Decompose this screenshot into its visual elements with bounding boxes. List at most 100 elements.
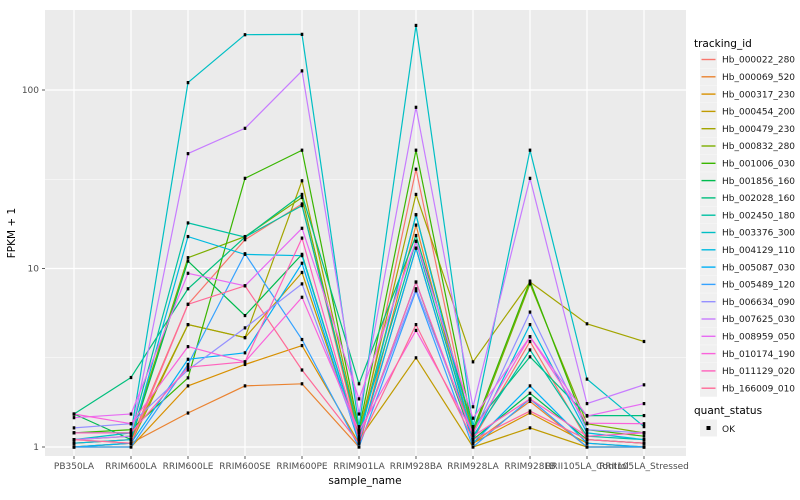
- data-point: [129, 438, 133, 442]
- data-point: [414, 233, 418, 238]
- data-point: [414, 322, 418, 327]
- data-point: [300, 254, 304, 258]
- data-point: [243, 326, 247, 330]
- data-point: [414, 287, 418, 291]
- data-point: [300, 236, 304, 240]
- data-point: [243, 252, 247, 256]
- data-point: [243, 362, 247, 367]
- legend-label: Hb_003376_300: [722, 229, 795, 239]
- data-point: [72, 426, 76, 430]
- legend-label: Hb_007625_030: [722, 315, 795, 325]
- data-point: [642, 413, 646, 418]
- data-point: [72, 441, 76, 445]
- data-point: [414, 328, 418, 333]
- data-point: [72, 412, 76, 416]
- data-point: [186, 322, 190, 327]
- x-tick-label: RRIM600LA: [105, 462, 157, 472]
- data-point: [471, 431, 475, 435]
- data-point: [471, 416, 475, 420]
- x-tick-label: RRII105LA_Stressed: [599, 462, 689, 472]
- data-point: [642, 383, 646, 387]
- data-point: [243, 235, 247, 239]
- data-point: [585, 428, 589, 432]
- series-points-Hb_011129_020: [72, 236, 646, 442]
- data-point: [186, 234, 190, 239]
- data-point: [414, 223, 418, 227]
- legend-entry: Hb_001006_030: [700, 154, 795, 172]
- legend-label: Hb_002028_160: [722, 194, 795, 204]
- data-point: [300, 382, 304, 386]
- data-point: [186, 362, 190, 367]
- quant-legend-title: quant_status: [694, 405, 762, 417]
- legend-entry: Hb_000454_200: [700, 102, 795, 120]
- data-point: [186, 368, 190, 372]
- data-point: [528, 409, 532, 413]
- legend-entry: Hb_002028_160: [700, 189, 795, 207]
- data-point: [585, 445, 589, 449]
- data-point: [300, 32, 304, 36]
- legend-entry: Hb_008959_050: [700, 327, 795, 345]
- data-point: [72, 416, 76, 420]
- legend-entry: Hb_005489_120: [700, 275, 795, 293]
- data-point: [642, 445, 646, 449]
- data-point: [129, 434, 133, 438]
- data-point: [585, 377, 589, 381]
- x-tick-label: PB350LA: [54, 462, 95, 472]
- data-point: [642, 339, 646, 344]
- data-point: [129, 441, 133, 445]
- data-point: [300, 295, 304, 299]
- data-point: [243, 384, 247, 388]
- data-point: [585, 402, 589, 406]
- x-tick-label: RRIM600LE: [163, 462, 214, 472]
- tracking-legend-title: tracking_id: [694, 38, 752, 50]
- data-point: [585, 431, 589, 435]
- legend-entry: Hb_000317_230: [700, 85, 795, 103]
- data-point: [414, 239, 418, 243]
- x-tick-label: RRIM901LA: [333, 462, 385, 472]
- data-point: [186, 376, 190, 380]
- data-point: [186, 221, 190, 225]
- data-point: [186, 287, 190, 291]
- data-point: [186, 81, 190, 85]
- data-point: [585, 421, 589, 425]
- legend-label: Hb_011129_020: [722, 367, 795, 377]
- data-point: [528, 397, 532, 401]
- data-point: [243, 360, 247, 364]
- data-point: [300, 337, 304, 342]
- legend-entry: Hb_002450_180: [700, 206, 795, 224]
- data-point: [357, 431, 361, 435]
- data-point: [300, 204, 304, 208]
- data-point: [300, 148, 304, 152]
- data-point: [300, 282, 304, 286]
- data-point: [528, 322, 532, 327]
- data-point: [528, 310, 532, 314]
- data-point: [357, 382, 361, 386]
- x-tick-label: RRIM600SE: [219, 462, 271, 472]
- legend-label: Hb_004129_110: [722, 246, 795, 256]
- legend-entry: Hb_010174_190: [700, 345, 795, 363]
- data-point: [642, 434, 646, 438]
- data-point: [300, 69, 304, 73]
- data-point: [300, 270, 304, 275]
- data-point: [528, 279, 532, 283]
- data-point: [300, 343, 304, 348]
- data-point: [471, 445, 475, 449]
- x-tick-label: RRIM600PE: [276, 462, 328, 472]
- data-point: [528, 335, 532, 339]
- data-point: [300, 195, 304, 200]
- data-point: [414, 167, 418, 171]
- data-point: [414, 356, 418, 360]
- data-point: [186, 152, 190, 156]
- data-point: [243, 176, 247, 180]
- data-point: [300, 368, 304, 372]
- data-point: [528, 384, 532, 388]
- data-point: [471, 405, 475, 409]
- legend-entry: Hb_166009_010: [700, 379, 795, 397]
- data-point: [528, 148, 532, 152]
- data-point: [186, 357, 190, 361]
- y-tick-label: 1: [33, 443, 39, 453]
- data-point: [186, 365, 190, 369]
- legend-entry: Hb_007625_030: [700, 310, 795, 328]
- data-point: [528, 355, 532, 359]
